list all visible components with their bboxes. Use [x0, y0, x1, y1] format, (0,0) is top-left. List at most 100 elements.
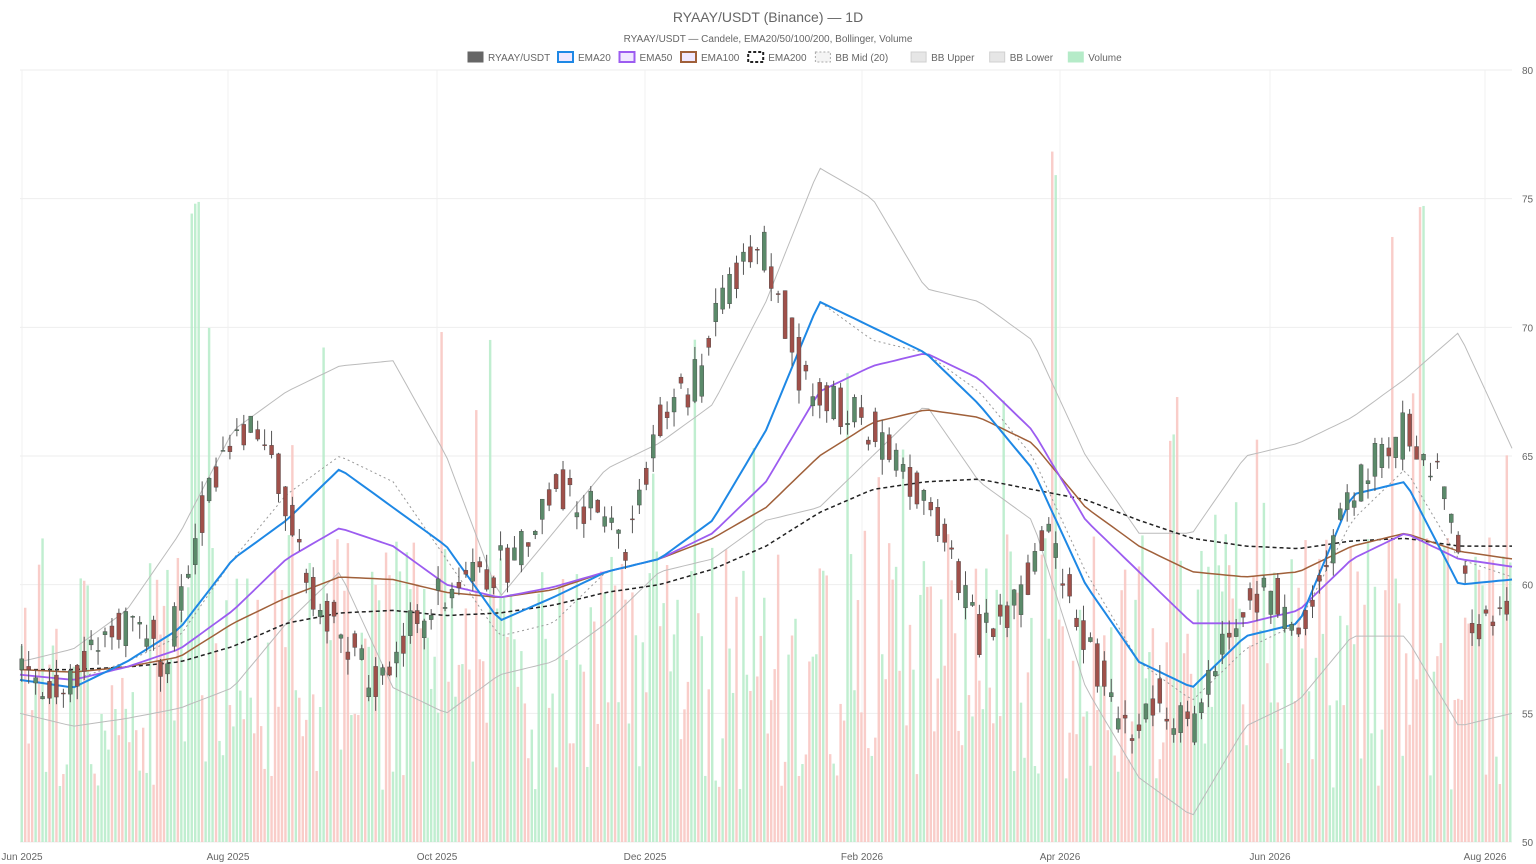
volume-bar	[1425, 538, 1429, 842]
candle-body	[1254, 593, 1260, 613]
y-axis: 50 55 60 65 70 75 80	[1522, 66, 1534, 849]
volume-bar	[197, 201, 200, 843]
candle-body	[1247, 588, 1253, 601]
volume-bar	[1311, 759, 1314, 842]
volume-bar	[315, 770, 318, 842]
candle-body	[1004, 605, 1010, 628]
volume-bar	[1203, 743, 1207, 842]
volume-bar	[551, 693, 554, 842]
candle-body	[1497, 607, 1503, 609]
volume-bar	[1092, 536, 1096, 842]
volume-bar	[766, 733, 769, 842]
volume-bar	[1432, 671, 1436, 842]
volume-bar	[884, 679, 887, 842]
candle-body	[317, 610, 323, 617]
volume-bar	[554, 767, 558, 842]
volume-bar	[221, 755, 225, 842]
legend-item: EMA50	[618, 51, 673, 64]
legend-item: BB Upper	[910, 51, 975, 64]
volume-bar	[1300, 648, 1304, 842]
volume-bar	[1144, 678, 1148, 842]
candle-body	[338, 634, 344, 639]
volume-bar	[187, 587, 190, 842]
volume-bar	[520, 651, 523, 842]
candle-body	[1261, 577, 1267, 588]
legend-item: EMA200	[747, 51, 807, 64]
volume-bar	[447, 681, 450, 842]
candle-body	[1476, 624, 1482, 640]
volume-bar	[1467, 623, 1470, 842]
volume-bar	[1352, 644, 1356, 842]
candle-body	[1011, 589, 1017, 606]
volume-bar	[211, 548, 214, 842]
volume-bar	[1401, 755, 1404, 842]
candle-body	[144, 638, 149, 647]
volume-bar	[1217, 565, 1221, 842]
candle-body	[1164, 718, 1169, 722]
candle-body	[782, 290, 788, 339]
volume-bar	[263, 768, 266, 842]
candle-body	[720, 287, 725, 310]
x-tick-label: Jun 2026	[1249, 852, 1291, 863]
volume-bar	[1481, 585, 1484, 842]
volume-bar	[964, 590, 967, 842]
volume-bar	[908, 624, 912, 842]
candle-body	[651, 434, 656, 459]
candle-body	[1025, 562, 1031, 595]
ema200-line	[20, 478, 1512, 671]
candle-body	[1136, 724, 1142, 731]
candle-body	[75, 665, 80, 687]
volume-bar	[1262, 502, 1266, 842]
volume-bar	[693, 339, 697, 842]
candle-body	[921, 490, 927, 501]
volume-bar	[336, 539, 339, 842]
candle-body	[602, 516, 607, 527]
volume-bar	[1509, 562, 1512, 842]
candle-body	[1157, 678, 1163, 704]
volume-bar	[225, 600, 228, 842]
candle-body	[442, 607, 448, 609]
volume-bar	[55, 628, 58, 842]
volume-bar	[627, 723, 631, 842]
candle-body	[1227, 632, 1232, 638]
volume-bar	[485, 722, 488, 842]
legend-label: BB Mid (20)	[835, 53, 888, 64]
candle-body	[1428, 475, 1433, 478]
volume-bar	[1321, 633, 1325, 842]
candle-body	[900, 464, 906, 472]
legend-item: BB Lower	[989, 51, 1054, 64]
volume-bar	[672, 634, 676, 842]
volume-bar	[1110, 627, 1113, 842]
volume-bar	[1349, 547, 1352, 842]
candle-body	[470, 562, 476, 582]
volume-bar	[1484, 774, 1488, 842]
volume-bar	[686, 681, 690, 842]
volume-bar	[690, 571, 693, 842]
candle-body	[553, 474, 559, 489]
volume-bar	[818, 568, 821, 842]
volume-bar	[1106, 730, 1109, 842]
candle-body	[671, 397, 677, 413]
volume-bar	[835, 775, 839, 842]
volume-bar	[1457, 698, 1460, 842]
candle-body	[206, 477, 212, 502]
volume-bar	[436, 712, 440, 842]
volume-bar	[478, 659, 481, 842]
candle-body	[373, 666, 378, 697]
candle-body	[817, 382, 822, 406]
candle-body	[1483, 609, 1489, 614]
volume-bar	[1165, 642, 1168, 842]
volume-bar	[568, 743, 572, 842]
volume-bar	[374, 584, 377, 842]
volume-bar	[1127, 759, 1130, 842]
candle-body	[505, 547, 510, 583]
volume-bar	[1224, 534, 1227, 842]
chart-title: RYAAY/USDT (Binance) — 1D	[673, 9, 863, 25]
volume-bar	[537, 593, 540, 842]
volume-bar	[1009, 551, 1012, 842]
volume-bar	[936, 678, 939, 842]
volume-bar	[329, 640, 332, 842]
volume-bar	[1293, 701, 1297, 842]
candle-body	[623, 552, 628, 561]
candle-body	[179, 586, 184, 611]
